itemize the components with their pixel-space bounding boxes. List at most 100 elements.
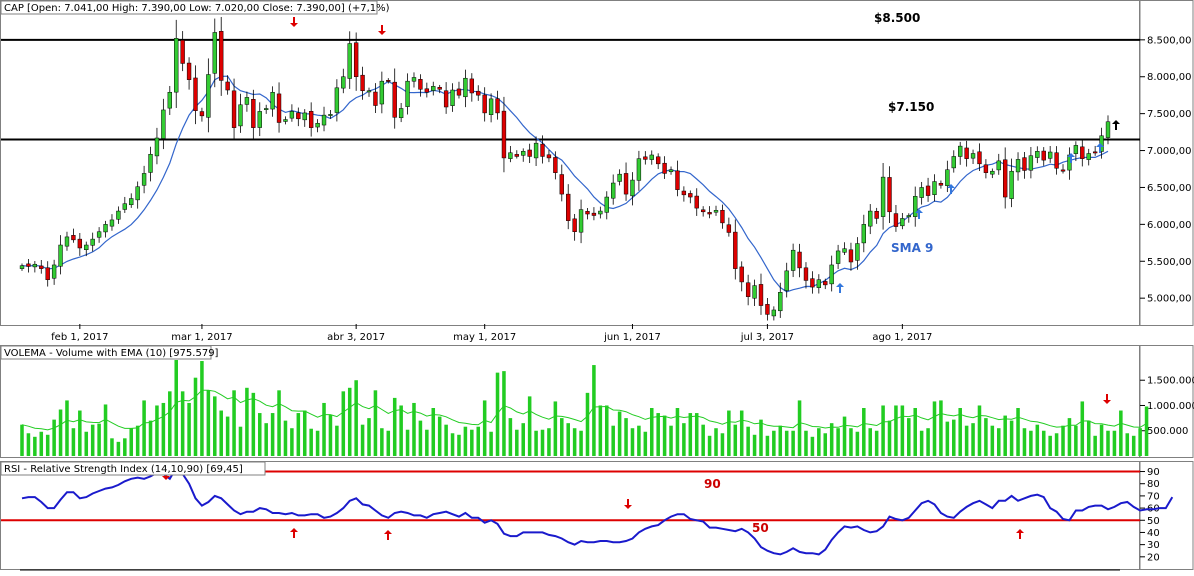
- candle-body: [591, 212, 597, 216]
- sell-signal-arrow: [378, 25, 386, 35]
- volume-bar: [1061, 425, 1065, 456]
- candle-body: [58, 244, 63, 267]
- candle-body: [1073, 145, 1079, 154]
- volume-bar: [823, 433, 828, 456]
- volume-bar: [778, 425, 783, 456]
- volume-bar: [142, 400, 146, 456]
- candle-body: [431, 86, 436, 91]
- volume-bar: [489, 431, 493, 456]
- candle-body: [257, 111, 262, 128]
- candle-body: [379, 80, 385, 105]
- volume-bar: [637, 425, 641, 456]
- volume-bar: [1144, 406, 1149, 456]
- candle-body: [1035, 151, 1040, 158]
- volume-bar: [502, 371, 506, 456]
- volume-bar: [900, 405, 905, 456]
- candle-body: [803, 267, 809, 281]
- candle-body: [488, 98, 494, 115]
- volume-bar: [302, 410, 307, 456]
- candle-body: [109, 219, 115, 227]
- volume-bar: [84, 431, 89, 456]
- candle-body: [116, 210, 121, 220]
- volume-bar: [341, 391, 346, 456]
- level-label-7150: $7.150: [888, 100, 934, 114]
- candle-body: [199, 111, 205, 117]
- candle-body: [51, 264, 57, 279]
- date-tick-label: feb 1, 2017: [51, 332, 108, 343]
- volume-bar: [926, 428, 930, 456]
- candle-body: [765, 304, 770, 315]
- candle-body: [129, 198, 134, 206]
- rsi-y-tick-label: 80: [1147, 479, 1160, 490]
- volume-bar: [862, 408, 866, 456]
- volume-bar: [617, 411, 622, 456]
- volume-bar: [270, 413, 275, 456]
- volume-bar: [791, 430, 795, 456]
- volume-bar: [1099, 424, 1104, 456]
- volume-bar: [881, 405, 885, 456]
- volume-panel: 500.000 1.000.000 1.500.000: [20, 360, 1194, 456]
- candle-body: [90, 238, 95, 246]
- candle-body: [148, 153, 153, 173]
- date-tick-label: jul 3, 2017: [740, 332, 794, 343]
- price-y-tick-label: 5.500,00: [1147, 257, 1192, 268]
- rsi-signal-arrow: [384, 530, 392, 540]
- volume-bar: [155, 405, 159, 456]
- candle-body: [951, 156, 956, 169]
- candle-body: [745, 282, 751, 297]
- candle-body: [713, 210, 719, 213]
- candle-body: [514, 154, 519, 157]
- candle-body: [219, 31, 224, 81]
- volume-bar: [116, 441, 121, 456]
- rsi-signal-arrow: [1016, 529, 1024, 539]
- candle-body: [315, 122, 320, 128]
- candle-body: [1003, 159, 1008, 198]
- candle-body: [174, 38, 179, 93]
- volume-bar: [971, 423, 975, 456]
- volume-signal-arrow: [1103, 394, 1111, 404]
- candle-body: [39, 265, 44, 269]
- volume-bar: [328, 414, 333, 456]
- candle-body: [19, 265, 25, 269]
- candle-body: [180, 39, 185, 64]
- volume-bar: [219, 410, 223, 456]
- rsi-signal-arrow: [624, 499, 632, 509]
- candle-body: [418, 79, 423, 90]
- candle-body: [970, 153, 976, 159]
- volume-bar: [527, 396, 532, 456]
- candle-body: [868, 210, 873, 227]
- candle-body: [694, 195, 699, 209]
- candle-body: [662, 162, 667, 174]
- volume-bar: [354, 380, 358, 456]
- volume-bar: [842, 416, 847, 456]
- volume-bar: [784, 430, 789, 456]
- volume-bar: [572, 428, 577, 456]
- sell-signal-arrow: [290, 17, 298, 27]
- candle-body: [835, 250, 841, 264]
- volume-bar: [894, 405, 898, 456]
- volume-bar: [1106, 430, 1110, 456]
- candle-body: [392, 81, 397, 118]
- candle-body: [424, 88, 430, 93]
- volume-bar: [78, 410, 82, 456]
- volume-bar: [1138, 428, 1142, 456]
- candle-body: [270, 91, 275, 110]
- candle-body: [373, 91, 378, 106]
- volume-bar: [932, 401, 937, 456]
- volume-bar: [945, 421, 950, 456]
- candle-body: [251, 98, 256, 128]
- candle-body: [1105, 121, 1111, 138]
- buy-signal-arrow: [1067, 153, 1075, 163]
- volume-bar: [624, 418, 628, 456]
- candle-body: [829, 264, 834, 285]
- volume-bar: [103, 404, 108, 456]
- level-label-8500: $8.500: [874, 11, 920, 25]
- volume-bar: [682, 423, 686, 456]
- candle-body: [540, 143, 545, 157]
- candle-body: [945, 169, 950, 186]
- volume-bar: [283, 420, 288, 456]
- candle-body: [726, 224, 732, 233]
- volume-bar: [907, 418, 911, 456]
- volume-bar: [187, 402, 191, 456]
- volume-bar: [245, 387, 249, 456]
